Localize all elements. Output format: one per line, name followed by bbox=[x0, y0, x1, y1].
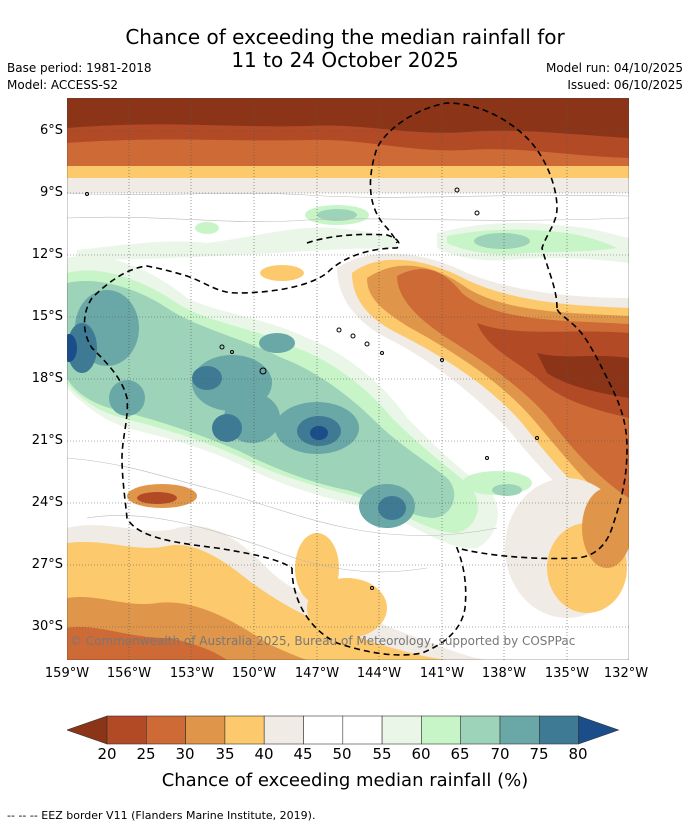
lon-label: 144°W bbox=[356, 666, 402, 681]
colorbar-swatch bbox=[106, 715, 147, 745]
model-run: Model run: 04/10/2025 bbox=[545, 61, 683, 75]
colorbar-tick: 80 bbox=[568, 745, 588, 763]
map-title-line2: 11 to 24 October 2025 bbox=[231, 48, 459, 72]
copyright-notice: © Commonwealth of Australia 2025, Bureau… bbox=[70, 634, 576, 648]
colorbar-tick: 30 bbox=[175, 745, 195, 763]
issued-date: Issued: 06/10/2025 bbox=[567, 78, 683, 92]
colorbar-swatch bbox=[499, 715, 540, 745]
lat-label: 21°S bbox=[31, 433, 63, 448]
colorbar-tick: 65 bbox=[450, 745, 470, 763]
dry-region-east bbox=[337, 253, 629, 538]
lon-label: 153°W bbox=[169, 666, 215, 681]
colorbar-swatch bbox=[263, 715, 304, 745]
eez-source-note: -- -- -- EEZ border V11 (Flanders Marine… bbox=[7, 809, 316, 822]
colorbar-swatches bbox=[67, 715, 620, 745]
lat-label: 9°S bbox=[39, 185, 63, 200]
colorbar-tick: 70 bbox=[490, 745, 510, 763]
colorbar bbox=[67, 715, 620, 745]
lat-label: 15°S bbox=[31, 309, 63, 324]
colorbar-swatch bbox=[421, 715, 461, 745]
model-name: Model: ACCESS-S2 bbox=[7, 78, 119, 92]
rainfall-probability-map bbox=[67, 98, 629, 660]
colorbar-swatch bbox=[303, 715, 344, 745]
lon-label: 132°W bbox=[603, 666, 649, 681]
colorbar-tick: 55 bbox=[372, 745, 392, 763]
colorbar-tick: 50 bbox=[332, 745, 352, 763]
colorbar-extend-high bbox=[578, 715, 620, 745]
lon-label: 135°W bbox=[544, 666, 590, 681]
lat-label: 24°S bbox=[31, 495, 63, 510]
colorbar-swatch bbox=[538, 715, 579, 745]
lon-label: 156°W bbox=[106, 666, 152, 681]
colorbar-tick: 25 bbox=[136, 745, 156, 763]
colorbar-swatch bbox=[146, 715, 186, 745]
islands bbox=[85, 187, 539, 590]
lon-label: 141°W bbox=[419, 666, 465, 681]
contour-lines bbox=[67, 192, 629, 573]
base-period: Base period: 1981-2018 bbox=[7, 61, 152, 75]
lon-label: 150°W bbox=[231, 666, 277, 681]
lon-label: 159°W bbox=[44, 666, 90, 681]
colorbar-swatch bbox=[185, 715, 226, 745]
colorbar-tick: 75 bbox=[529, 745, 549, 763]
dry-band-north bbox=[67, 98, 629, 193]
lat-label: 18°S bbox=[31, 371, 63, 386]
dry-region-south bbox=[67, 265, 629, 660]
lat-label: 27°S bbox=[31, 557, 63, 572]
colorbar-swatch bbox=[342, 715, 383, 745]
colorbar-swatch bbox=[460, 715, 501, 745]
eez-borders bbox=[83, 102, 628, 656]
lon-label: 147°W bbox=[294, 666, 340, 681]
colorbar-tick: 45 bbox=[293, 745, 313, 763]
lat-label: 6°S bbox=[39, 123, 63, 138]
colorbar-tick: 35 bbox=[215, 745, 235, 763]
map-title-line1: Chance of exceeding the median rainfall … bbox=[125, 25, 565, 49]
colorbar-swatch bbox=[224, 715, 265, 745]
lat-label: 30°S bbox=[31, 619, 63, 634]
colorbar-extend-low bbox=[67, 715, 108, 745]
graticule bbox=[67, 98, 629, 660]
colorbar-tick: 40 bbox=[254, 745, 274, 763]
colorbar-title: Chance of exceeding median rainfall (%) bbox=[161, 770, 529, 791]
colorbar-swatch bbox=[381, 715, 422, 745]
lon-label: 138°W bbox=[481, 666, 527, 681]
colorbar-tick: 20 bbox=[97, 745, 117, 763]
colorbar-tick: 60 bbox=[411, 745, 431, 763]
lat-label: 12°S bbox=[31, 247, 63, 262]
